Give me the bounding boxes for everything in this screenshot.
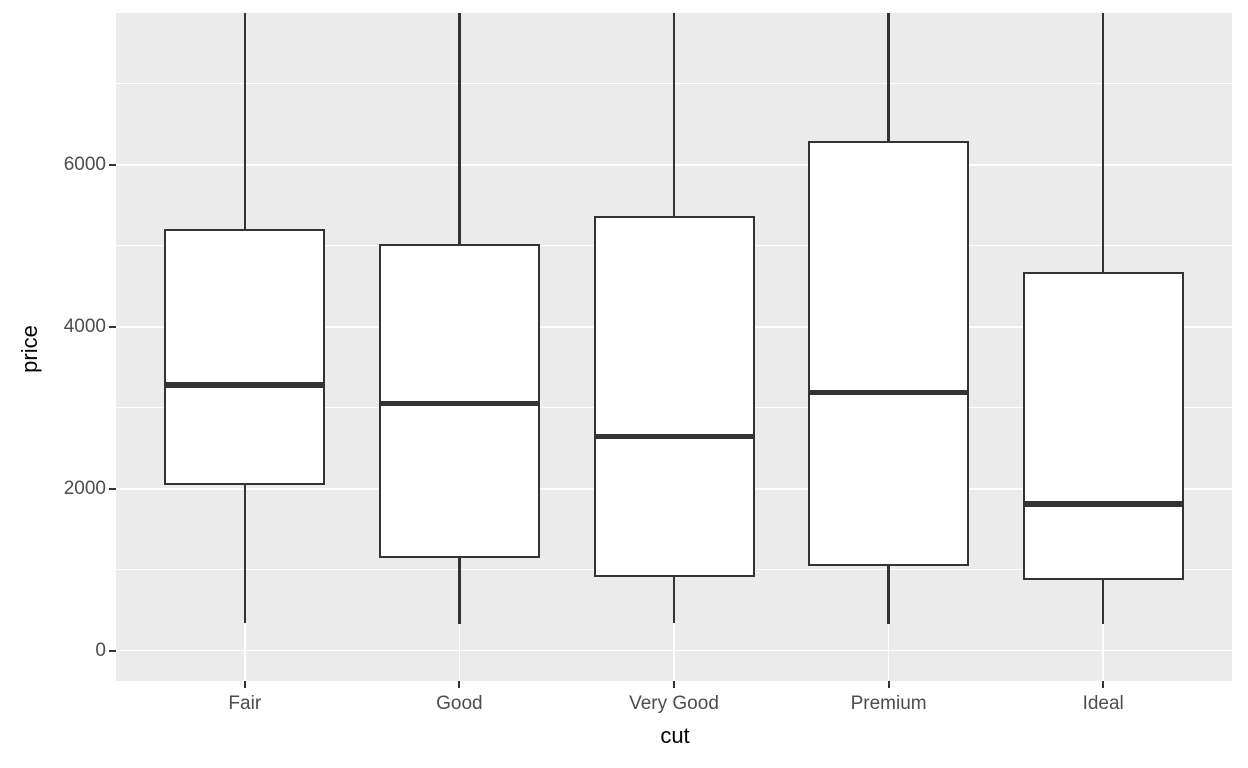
- plot-panel: [116, 13, 1232, 681]
- whisker-lower: [887, 565, 890, 625]
- box-iqr: [164, 229, 326, 485]
- x-tick-label: Good: [436, 693, 483, 714]
- whisker-upper: [1101, 13, 1105, 272]
- x-tick-mark: [458, 681, 461, 688]
- y-tick-mark: [109, 649, 116, 652]
- box-iqr: [808, 140, 970, 566]
- x-tick-label: Very Good: [629, 693, 719, 714]
- x-tick-label: Premium: [850, 693, 927, 714]
- x-tick-label: Fair: [228, 693, 262, 714]
- whisker-lower: [458, 557, 461, 625]
- x-tick-mark: [672, 681, 676, 688]
- x-tick-mark: [243, 681, 246, 688]
- whisker-lower: [1101, 579, 1105, 625]
- box-iqr: [593, 215, 755, 577]
- median-line: [593, 433, 755, 439]
- whisker-lower: [243, 484, 247, 624]
- whisker-upper: [458, 13, 461, 244]
- x-tick-label: Ideal: [1082, 693, 1124, 714]
- y-tick-mark: [109, 325, 116, 328]
- median-line: [164, 382, 326, 388]
- median-line: [1022, 501, 1184, 507]
- x-tick-mark: [1102, 681, 1105, 688]
- whisker-upper: [672, 13, 676, 216]
- whisker-upper: [887, 13, 890, 141]
- y-tick-label: 0: [95, 639, 106, 661]
- y-tick-mark: [109, 487, 116, 490]
- whisker-upper: [243, 13, 247, 230]
- box-iqr: [1022, 271, 1184, 580]
- x-tick-mark: [887, 681, 890, 688]
- box-iqr: [378, 243, 540, 558]
- y-tick-label: 2000: [63, 477, 106, 499]
- y-tick-label: 6000: [63, 153, 106, 175]
- whisker-lower: [672, 576, 676, 624]
- median-line: [378, 400, 540, 407]
- y-tick-mark: [109, 163, 116, 166]
- x-axis-title: cut: [660, 723, 690, 748]
- y-tick-label: 4000: [63, 315, 106, 337]
- median-line: [808, 390, 970, 396]
